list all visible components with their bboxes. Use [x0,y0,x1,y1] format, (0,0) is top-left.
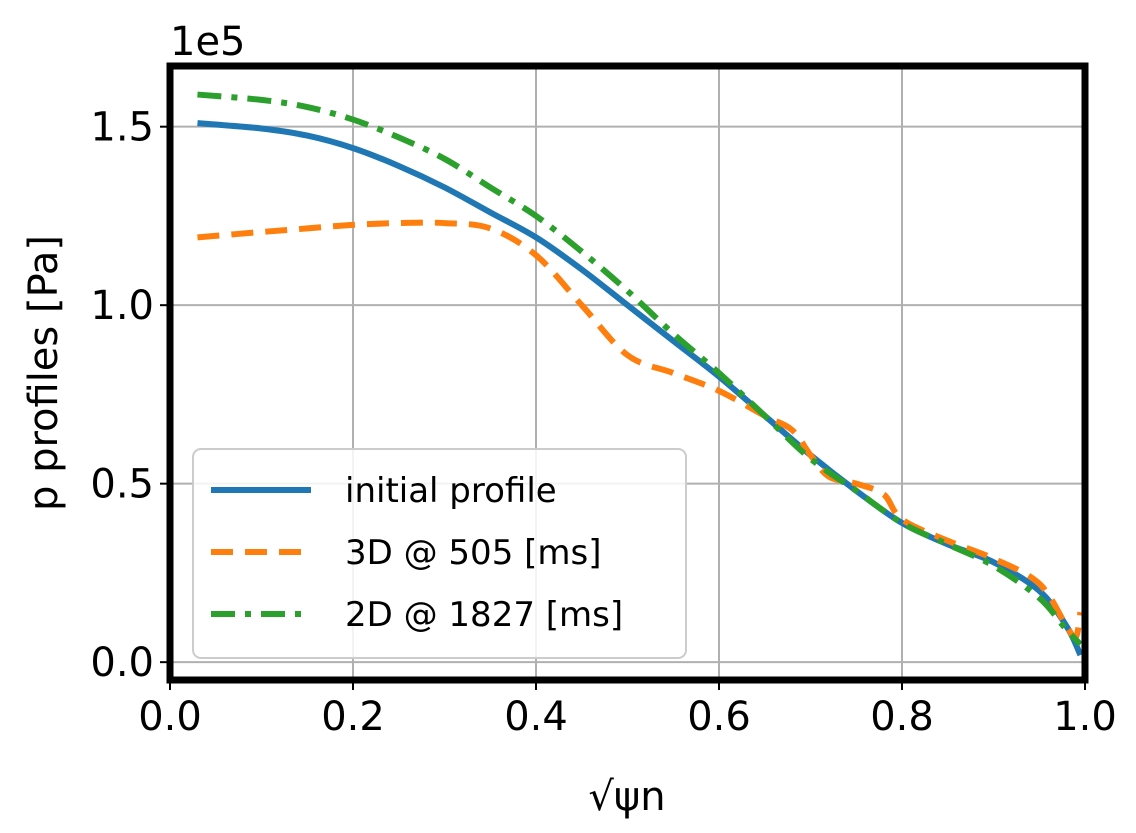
plot-frame [166,62,1089,684]
x-tick-label: 0.2 [321,694,385,740]
y-tick-label: 0.0 [90,640,154,686]
axis-ticks: 0.0 0.2 0.4 0.6 0.8 1.0 0.0 0.5 1.0 1.5 [90,105,1116,740]
y-offset-label: 1e5 [170,19,246,65]
legend-label-1: initial profile [345,471,557,511]
x-tick-label: 0.8 [870,694,934,740]
y-tick-label: 1.5 [90,105,154,151]
y-tick-label: 1.0 [90,283,154,329]
series-lines [197,91,1084,657]
x-tick-label: 0.0 [138,694,202,740]
x-axis-label: √ψn [588,774,665,820]
x-tick-label: 0.4 [504,694,568,740]
x-tick-label: 1.0 [1053,694,1117,740]
series-line-1 [197,120,1084,657]
y-axis-label: p profiles [Pa] [21,235,67,511]
legend: initial profile 3D @ 505 [ms] 2D @ 1827 [m… [192,448,687,659]
legend-label-3: 2D @ 1827 [ms] [345,595,623,635]
x-tick-label: 0.6 [687,694,751,740]
series-line-3 [197,91,1083,647]
y-tick-label: 0.5 [90,462,154,508]
legend-label-2: 3D @ 505 [ms] [345,533,602,573]
legend-box [192,448,687,659]
